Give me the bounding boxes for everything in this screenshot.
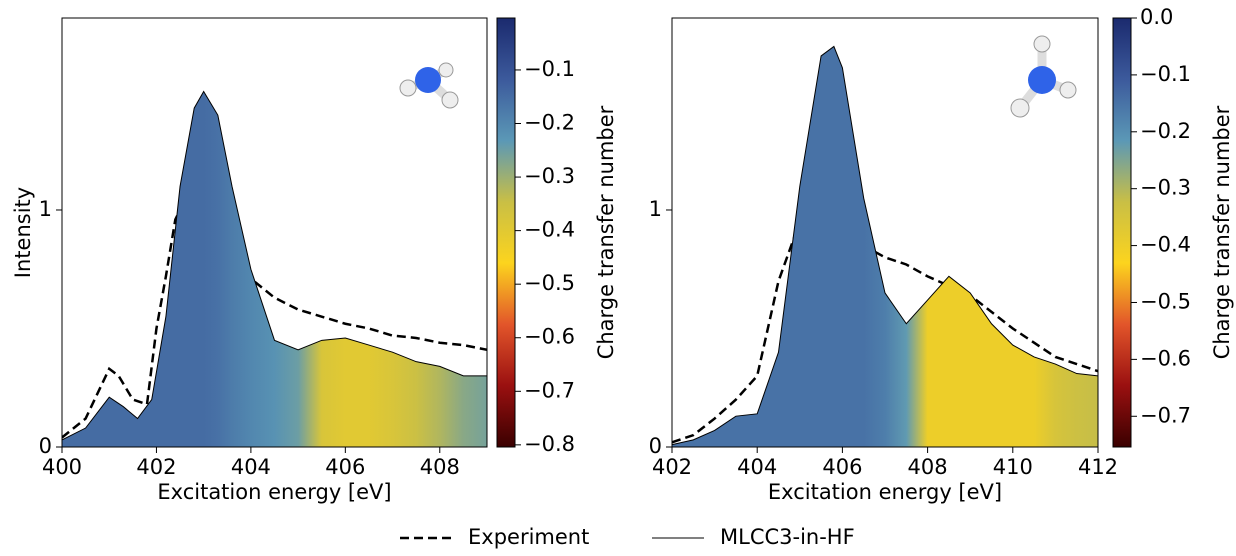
colorbar-tick-label: −0.3 [1140, 176, 1191, 200]
x-tick-label: 406 [325, 455, 365, 479]
colorbar [497, 18, 515, 447]
colorbar-tick-label: −0.5 [524, 271, 575, 295]
colorbar-tick-label: −0.7 [1140, 403, 1191, 427]
colorbar-tick-label: −0.4 [1140, 233, 1191, 257]
y-axis-label: Intensity [11, 187, 35, 278]
x-tick-label: 402 [136, 455, 176, 479]
x-tick-label: 404 [737, 455, 777, 479]
y-tick-label: 1 [39, 197, 52, 221]
colorbar-tick-label: −0.1 [1140, 62, 1191, 86]
colorbar-tick-label: −0.8 [524, 432, 575, 456]
colorbar-tick-label: 0.0 [1140, 5, 1173, 29]
colorbar-tick-label: −0.6 [524, 325, 575, 349]
area [62, 91, 487, 447]
molecule-icon [1011, 36, 1076, 117]
y-tick-label: 0 [39, 434, 52, 458]
colorbar-tick-label: −0.2 [524, 111, 575, 135]
colorbar-label: Charge transfer number [594, 105, 618, 359]
colorbar-tick-label: −0.4 [524, 218, 575, 242]
y-tick-label: 1 [649, 197, 662, 221]
colorbar [1113, 18, 1131, 447]
colorbar-tick-label: −0.3 [524, 164, 575, 188]
x-tick-label: 400 [42, 455, 82, 479]
x-tick-label: 404 [231, 455, 271, 479]
legend-label: Experiment [468, 525, 589, 549]
colorbar-label: Charge transfer number [1210, 105, 1234, 359]
figure: Experiment MLCC3-in-HF 400 402 404 406 408 0 1… [0, 0, 1236, 552]
x-tick-label: 408 [420, 455, 460, 479]
x-tick-label: 402 [652, 455, 692, 479]
colorbar-tick-label: −0.7 [524, 378, 575, 402]
x-tick-label: 408 [908, 455, 948, 479]
colorbar-tick-label: −0.5 [1140, 289, 1191, 313]
colorbar-tick-label: −0.1 [524, 57, 575, 81]
x-tick-label: 406 [822, 455, 862, 479]
x-axis-label: Excitation energy [eV] [768, 480, 1002, 504]
x-tick-label: 412 [1078, 455, 1118, 479]
molecule-icon [400, 63, 458, 108]
area [672, 46, 1098, 447]
x-tick-label: 410 [993, 455, 1033, 479]
colorbar-tick-label: −0.6 [1140, 346, 1191, 370]
y-tick-label: 0 [649, 434, 662, 458]
legend-label: MLCC3-in-HF [720, 525, 855, 549]
colorbar-tick-label: −0.2 [1140, 119, 1191, 143]
x-axis-label: Excitation energy [eV] [157, 480, 391, 504]
